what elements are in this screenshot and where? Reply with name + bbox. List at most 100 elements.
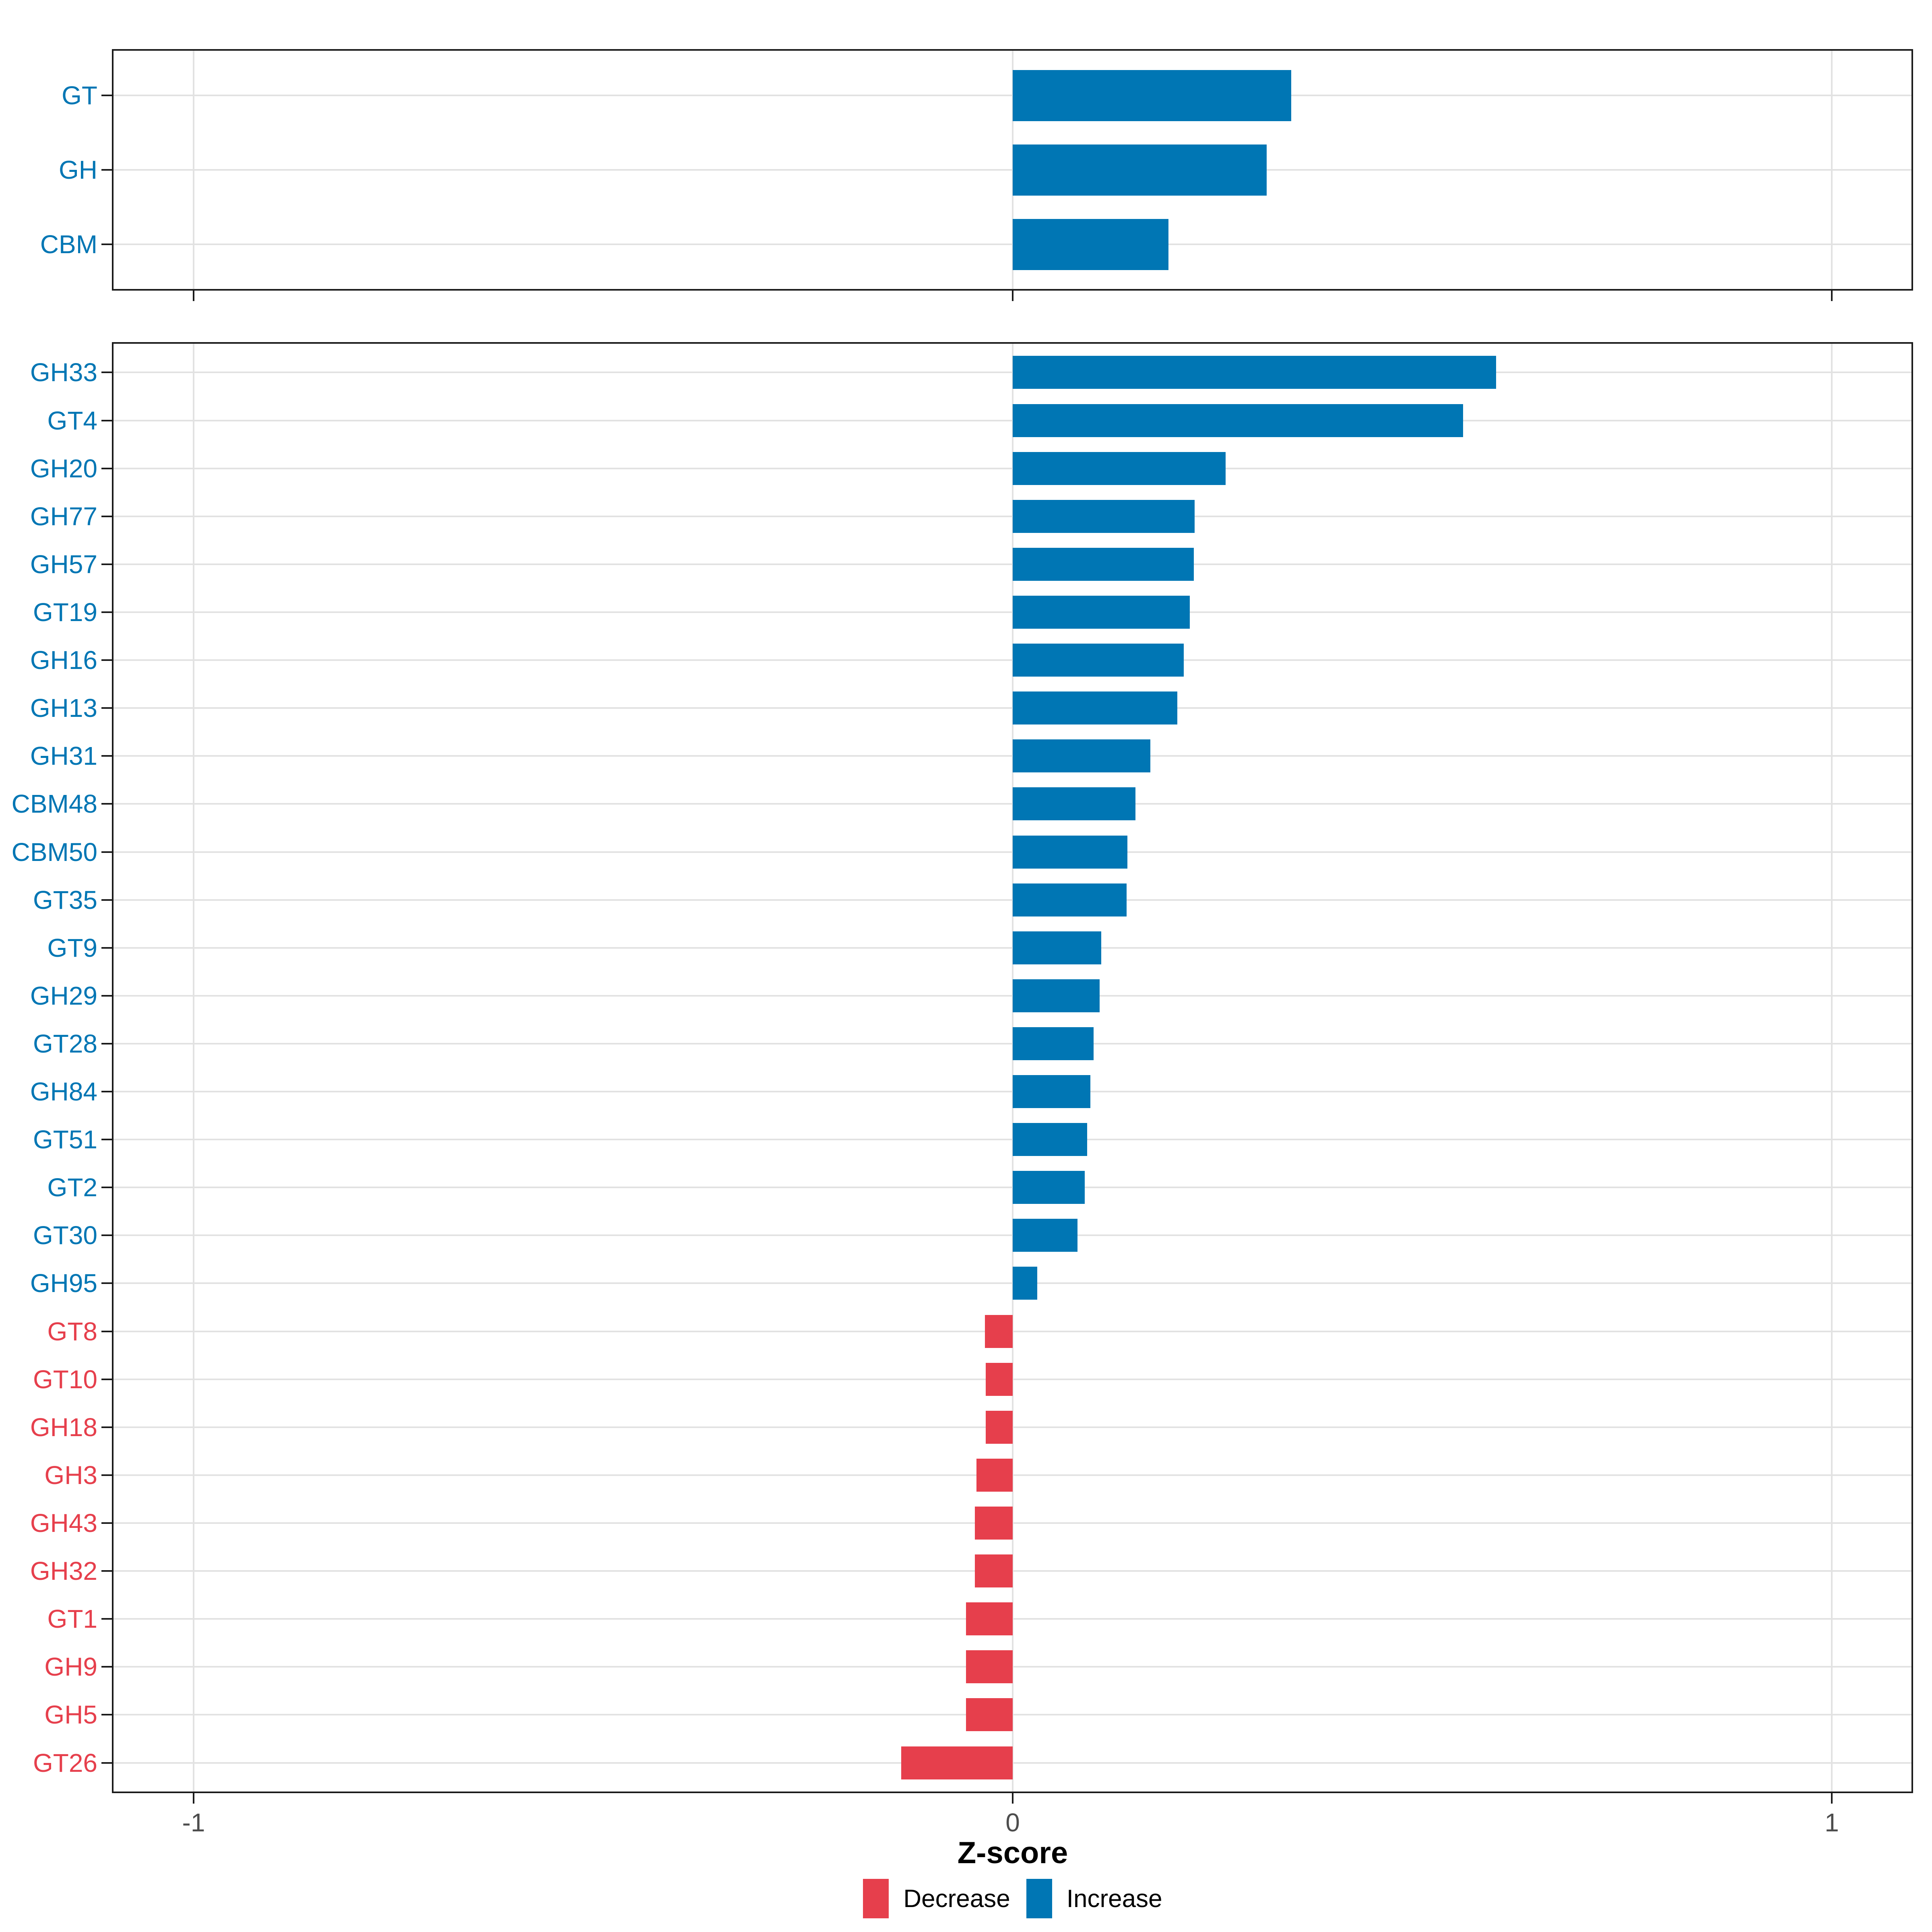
bar-CBM (1013, 219, 1168, 270)
bar-GT35 (1013, 883, 1127, 916)
y-axis-label-GH77: GH77 (30, 502, 97, 531)
x-axis-tick-label: 1 (1825, 1808, 1839, 1837)
families-panel: GH33 GT4 GH20 GH77 GH57 GT19 GH16 GH13 GH31 CBM48… (12, 342, 1913, 1804)
bar-GT2 (1013, 1171, 1085, 1204)
y-axis-label-GT51: GT51 (33, 1125, 97, 1154)
y-axis-label-GT19: GT19 (33, 597, 97, 627)
y-axis-label-GH29: GH29 (30, 981, 97, 1010)
bar-GH20 (1013, 452, 1226, 485)
y-gridline (114, 899, 1911, 901)
x-tick (1012, 291, 1013, 301)
y-axis-label-GT9: GT9 (47, 933, 97, 962)
y-tick (101, 244, 112, 245)
y-gridline (114, 1091, 1911, 1093)
x-axis-tick-label: -1 (182, 1808, 205, 1837)
y-tick (101, 1282, 112, 1284)
bar-GH84 (1013, 1075, 1091, 1108)
x-gridline (1831, 344, 1833, 1792)
y-axis-label-GH5: GH5 (44, 1700, 97, 1730)
y-gridline (114, 169, 1911, 171)
y-axis-label-GH32: GH32 (30, 1556, 97, 1586)
bar-GT19 (1013, 595, 1190, 629)
y-gridline (114, 803, 1911, 805)
y-tick (101, 899, 112, 901)
bar-GH33 (1013, 356, 1496, 389)
y-gridline (114, 563, 1911, 565)
y-tick (101, 1474, 112, 1476)
x-gridline (1012, 344, 1013, 1792)
legend-label: Decrease (903, 1885, 1010, 1913)
bar-GH5 (966, 1698, 1013, 1732)
y-axis-label-GT4: GT4 (47, 406, 97, 435)
y-tick (101, 1091, 112, 1093)
y-gridline (114, 851, 1911, 853)
y-gridline (114, 659, 1911, 661)
y-axis-label-GT: GT (62, 81, 97, 110)
y-gridline (114, 611, 1911, 613)
bar-GH31 (1013, 739, 1150, 773)
y-gridline (114, 755, 1911, 757)
bar-GH32 (975, 1554, 1013, 1588)
y-tick (101, 1042, 112, 1044)
bar-GH57 (1013, 547, 1194, 581)
legend-label: Increase (1066, 1885, 1162, 1913)
x-tick (1831, 291, 1833, 301)
bar-GT1 (966, 1602, 1013, 1636)
y-axis-label-CBM48: CBM48 (11, 789, 97, 819)
y-gridline (114, 707, 1911, 709)
y-tick (101, 1618, 112, 1620)
y-gridline (114, 372, 1911, 374)
y-tick (101, 467, 112, 469)
y-gridline (114, 1187, 1911, 1189)
bar-GT30 (1013, 1219, 1077, 1252)
y-gridline (114, 1234, 1911, 1236)
y-axis-label-GT28: GT28 (33, 1029, 97, 1058)
bar-GH95 (1013, 1267, 1038, 1300)
y-tick (101, 1378, 112, 1380)
y-gridline (114, 419, 1911, 421)
bar-GT9 (1013, 931, 1101, 964)
bar-GH18 (985, 1410, 1013, 1444)
y-tick (101, 1139, 112, 1141)
y-tick (101, 563, 112, 565)
y-gridline (114, 1139, 1911, 1141)
bar-GH (1013, 144, 1267, 196)
y-tick (101, 1330, 112, 1332)
y-gridline (114, 1282, 1911, 1284)
x-gridline (193, 344, 194, 1792)
bar-CBM48 (1013, 787, 1136, 821)
y-axis-label-GT2: GT2 (47, 1173, 97, 1202)
bar-GH29 (1013, 979, 1100, 1012)
x-axis-title: Z-score (957, 1836, 1068, 1870)
y-axis-label-GH31: GH31 (30, 741, 97, 771)
y-tick (101, 659, 112, 661)
y-tick (101, 95, 112, 96)
y-gridline (114, 515, 1911, 517)
y-axis-label-GH3: GH3 (44, 1460, 97, 1490)
y-tick (101, 995, 112, 997)
y-tick (101, 803, 112, 805)
y-axis-label-GH13: GH13 (30, 694, 97, 723)
x-tick (1831, 1793, 1833, 1804)
bar-GH13 (1013, 691, 1178, 725)
y-gridline (114, 95, 1911, 96)
y-axis-label-GT35: GT35 (33, 885, 97, 914)
bar-GH9 (966, 1650, 1013, 1684)
y-tick (101, 1522, 112, 1524)
y-axis-label-GT10: GT10 (33, 1364, 97, 1394)
y-axis-label-GH95: GH95 (30, 1269, 97, 1298)
y-gridline (114, 467, 1911, 469)
y-tick (101, 169, 112, 171)
y-tick (101, 1426, 112, 1428)
y-tick (101, 1187, 112, 1189)
y-axis-label-CBM: CBM (40, 230, 97, 259)
y-tick (101, 1666, 112, 1668)
y-axis-label-GT8: GT8 (47, 1317, 97, 1346)
x-tick (193, 291, 194, 301)
bar-GT51 (1013, 1123, 1088, 1156)
bar-GT28 (1013, 1027, 1094, 1060)
overview-panel: GT GH CBM (40, 49, 1913, 301)
y-axis-label-GT30: GT30 (33, 1221, 97, 1250)
y-axis-label-GH57: GH57 (30, 549, 97, 579)
